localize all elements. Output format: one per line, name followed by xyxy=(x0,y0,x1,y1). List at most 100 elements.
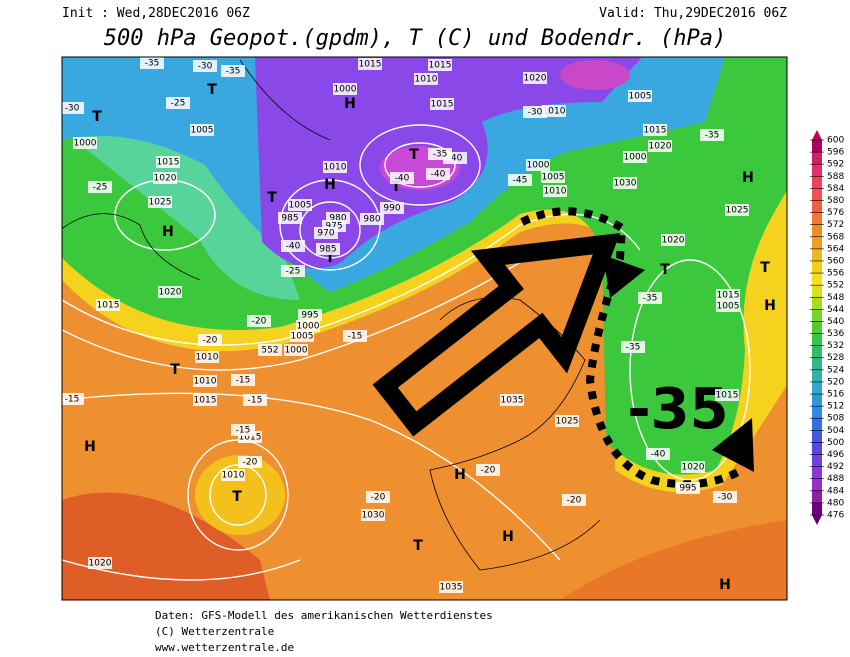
legend-swatch xyxy=(812,466,822,480)
legend-swatch xyxy=(812,418,822,431)
label-box xyxy=(500,394,524,406)
contour-label: 1015 xyxy=(97,301,120,311)
legend-label: 592 xyxy=(827,160,844,170)
label-box xyxy=(716,300,740,312)
label-box xyxy=(243,394,267,406)
contour-label: -15 xyxy=(236,426,251,436)
label-box xyxy=(231,424,255,436)
contour-label: -25 xyxy=(171,99,186,109)
legend-swatch xyxy=(812,140,822,153)
pressure-center: T xyxy=(267,190,277,206)
legend-swatch xyxy=(812,430,822,443)
legend-label: 560 xyxy=(827,256,844,266)
contour-label: -30 xyxy=(528,108,543,118)
label-box xyxy=(60,393,84,405)
legend-swatch xyxy=(812,260,822,274)
contour-label: 985 xyxy=(319,245,336,255)
label-box xyxy=(526,159,550,171)
footer-line: www.wetterzentrale.de xyxy=(155,641,294,654)
pressure-center: T xyxy=(232,489,242,505)
legend-swatch xyxy=(812,490,822,504)
label-box xyxy=(284,344,308,356)
contour-label: -40 xyxy=(651,450,666,460)
label-box xyxy=(88,181,112,193)
contour-label: -35 xyxy=(643,294,658,304)
contour-label: 1005 xyxy=(289,201,312,211)
legend-label: 572 xyxy=(827,220,844,230)
label-box xyxy=(643,124,667,136)
label-box xyxy=(542,105,566,117)
legend-label: 496 xyxy=(827,450,844,460)
legend-swatch xyxy=(812,152,822,165)
label-box xyxy=(638,292,662,304)
label-box xyxy=(231,374,255,386)
pressure-center: H xyxy=(344,96,356,112)
legend-swatch xyxy=(812,333,822,347)
legend-swatch xyxy=(812,236,822,250)
label-box xyxy=(555,415,579,427)
label-box xyxy=(247,315,271,327)
legend-label: 600 xyxy=(827,136,844,146)
contour-label: -20 xyxy=(481,466,496,476)
contour-label: 1010 xyxy=(544,187,567,197)
pressure-center: T xyxy=(413,538,423,554)
legend-label: 564 xyxy=(827,244,844,254)
legend-swatch xyxy=(812,345,822,359)
legend-swatch xyxy=(812,224,822,238)
label-box xyxy=(430,98,454,110)
legend-label: 548 xyxy=(827,293,844,303)
contour-label: 1015 xyxy=(644,126,667,136)
contour-label: 1010 xyxy=(543,107,566,117)
label-box xyxy=(153,172,177,184)
contour-label: 1000 xyxy=(527,161,550,171)
contour-label: 1020 xyxy=(154,174,177,184)
dotted-outline xyxy=(520,207,744,489)
label-box xyxy=(298,309,322,321)
pressure-center: H xyxy=(162,224,174,240)
pressure-center: T xyxy=(409,147,419,163)
label-box xyxy=(439,581,463,593)
contour-label: 1010 xyxy=(415,75,438,85)
pressure-center: T xyxy=(660,262,670,278)
label-box xyxy=(73,137,97,149)
contour-label: -35 xyxy=(626,343,641,353)
contour-label: 1000 xyxy=(285,346,308,356)
legend-label: 584 xyxy=(827,184,844,194)
contour-label: 1015 xyxy=(431,100,454,110)
contour-label: -35 xyxy=(226,67,241,77)
legend-label: 480 xyxy=(827,498,844,508)
legend-swatch xyxy=(812,273,822,286)
label-box xyxy=(281,265,305,277)
label-box xyxy=(193,375,217,387)
legend-label: 576 xyxy=(827,208,844,218)
contour-label: 1020 xyxy=(159,288,182,298)
label-box xyxy=(414,73,438,85)
label-box xyxy=(613,177,637,189)
contour-label: -15 xyxy=(236,376,251,386)
contour-label: 1025 xyxy=(726,206,749,216)
legend-swatch xyxy=(812,321,822,335)
contour-label: 1000 xyxy=(74,139,97,149)
contour-label: 1030 xyxy=(362,511,385,521)
legend-label: 476 xyxy=(827,511,844,521)
contour-label: -20 xyxy=(203,336,218,346)
pressure-center: T xyxy=(760,260,770,276)
label-box xyxy=(541,171,565,183)
label-box xyxy=(648,140,672,152)
legend-swatch xyxy=(812,478,822,492)
legend-label: 488 xyxy=(827,474,844,484)
label-box xyxy=(140,57,164,69)
label-box xyxy=(193,60,217,72)
label-box xyxy=(323,161,347,173)
contour-label: -25 xyxy=(93,183,108,193)
contour-label: 985 xyxy=(281,214,298,224)
legend-swatch xyxy=(812,309,822,322)
contour-label: -35 xyxy=(705,131,720,141)
legend-swatch xyxy=(812,188,822,201)
contour-label: 1010 xyxy=(196,353,219,363)
legend-label: 484 xyxy=(827,486,844,496)
contour-label: 995 xyxy=(301,311,318,321)
footer-line: Daten: GFS-Modell des amerikanischen Wet… xyxy=(155,609,493,622)
contour-label: 1005 xyxy=(191,126,214,136)
contour-label: 1020 xyxy=(682,463,705,473)
